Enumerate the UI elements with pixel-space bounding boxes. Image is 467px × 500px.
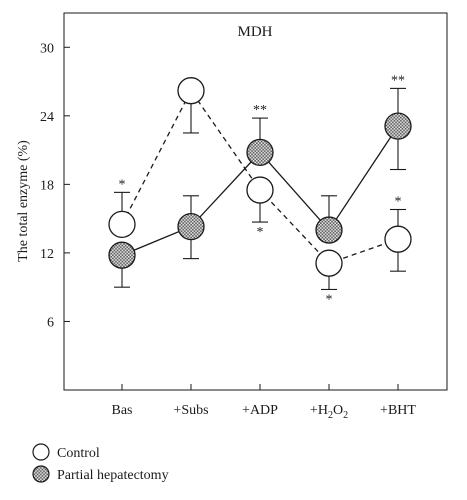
data-point-control xyxy=(177,77,205,105)
y-tick-label: 18 xyxy=(40,178,54,193)
y-tick-label: 6 xyxy=(47,315,54,330)
significance-mark: ** xyxy=(391,73,405,88)
significance-mark: ** xyxy=(253,103,267,118)
chart-title: MDH xyxy=(237,24,272,40)
data-point-partial-hepatectomy xyxy=(384,112,412,140)
data-point-control xyxy=(246,176,274,204)
significance-mark: * xyxy=(395,194,402,209)
x-tick-label: +Subs xyxy=(173,403,208,418)
data-point-partial-hepatectomy xyxy=(246,138,274,167)
data-point-control xyxy=(384,225,412,253)
x-axis: Bas +Subs +ADP +H2O2 +BHT xyxy=(112,384,416,421)
legend-marker-partial-hepatectomy xyxy=(32,465,50,483)
y-axis: 6 12 18 24 30 xyxy=(40,41,70,330)
y-tick-label: 24 xyxy=(40,110,54,125)
y-tick-label: 12 xyxy=(40,247,54,262)
data-point-control xyxy=(108,210,136,238)
legend-marker-control xyxy=(32,443,50,461)
series-layer: ******** xyxy=(108,73,412,307)
data-point-partial-hepatectomy xyxy=(177,212,205,241)
data-point-partial-hepatectomy xyxy=(108,241,136,269)
legend-label-control: Control xyxy=(57,446,100,461)
significance-mark: * xyxy=(119,177,126,192)
data-points xyxy=(108,77,412,277)
x-tick-label: +H2O2 xyxy=(310,403,348,421)
x-tick-label: +ADP xyxy=(242,403,278,418)
x-tick-label: Bas xyxy=(112,403,133,418)
plot-frame xyxy=(63,12,448,391)
legend: Control Partial hepatectomy xyxy=(32,443,169,483)
x-tick-label: +BHT xyxy=(380,403,416,418)
data-point-partial-hepatectomy xyxy=(315,216,343,244)
y-tick-label: 30 xyxy=(40,41,54,56)
y-axis-label: The total enzyme (%) xyxy=(16,140,31,262)
data-point-control xyxy=(315,249,343,277)
significance-mark: * xyxy=(257,225,264,240)
significance-mark: * xyxy=(326,292,333,307)
significance-marks: ******** xyxy=(119,73,406,307)
legend-label-partial-hepatectomy: Partial hepatectomy xyxy=(57,468,169,483)
